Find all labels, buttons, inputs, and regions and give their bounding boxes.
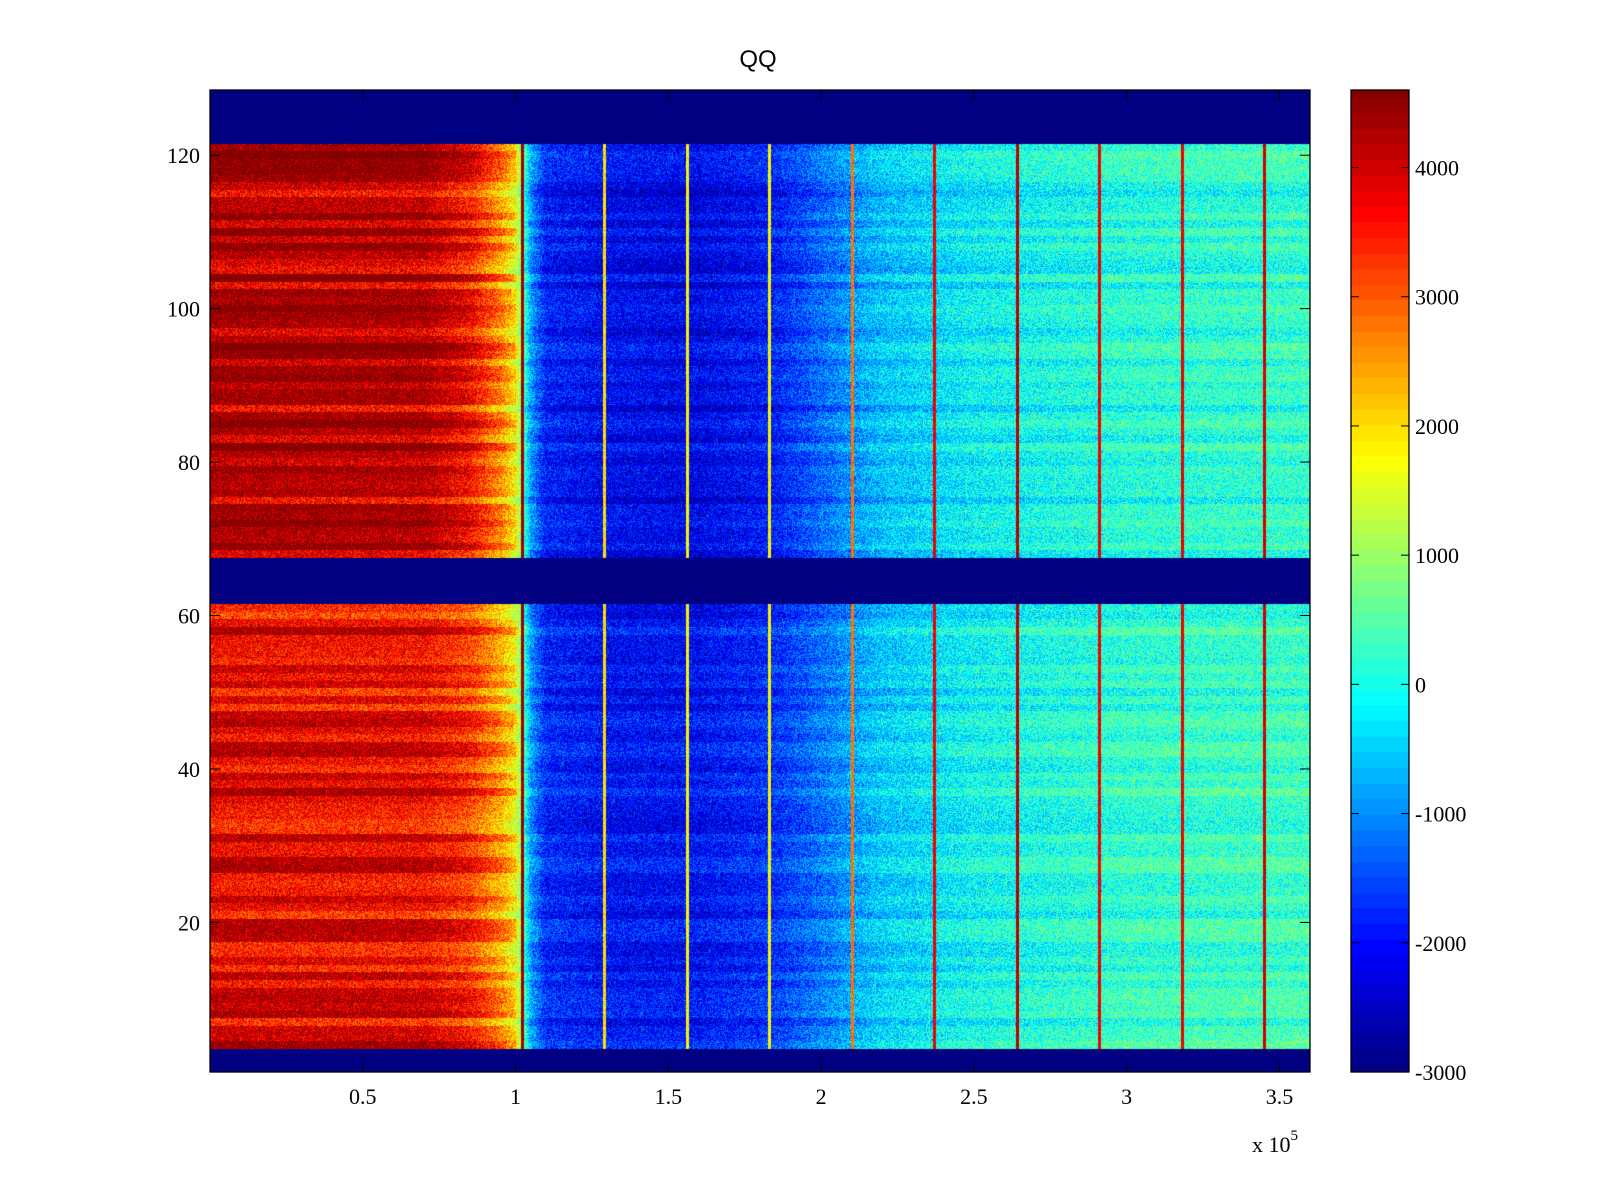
- x-tick-label: 3.5: [1266, 1084, 1294, 1109]
- x-axis: 0.5 1 1.5 2 2.5 3 3.5: [349, 90, 1293, 1109]
- y-tick-label: 60: [178, 604, 200, 629]
- y-tick-label: 100: [167, 297, 200, 322]
- colorbar-tick-label: 3000: [1415, 285, 1459, 310]
- x-tick-label: 1.5: [655, 1084, 683, 1109]
- colorbar-tick-label: 0: [1415, 672, 1426, 697]
- y-tick-label: 40: [178, 757, 200, 782]
- colorbar-tick-label: -2000: [1415, 931, 1466, 956]
- colorbar-tick-label: 4000: [1415, 156, 1459, 181]
- x-axis-multiplier: x 105: [1252, 1128, 1298, 1157]
- x-tick-label: 3: [1121, 1084, 1132, 1109]
- x-axis-multiplier-base: x 10: [1252, 1132, 1291, 1157]
- heatmap-image: [210, 90, 1310, 1072]
- colorbar: -3000 -2000 -1000 0 1000 2000 3000 4000: [1350, 89, 1466, 1085]
- y-axis: 20 40 60 80 100 120: [167, 143, 1310, 935]
- colorbar-frame: [1350, 89, 1410, 1073]
- colorbar-ticks: -3000 -2000 -1000 0 1000 2000 3000 4000: [1351, 156, 1466, 1085]
- x-tick-label: 0.5: [349, 1084, 377, 1109]
- colorbar-tick-label: -3000: [1415, 1060, 1466, 1085]
- x-tick-label: 2.5: [960, 1084, 988, 1109]
- colorbar-tick-label: -1000: [1415, 802, 1466, 827]
- y-tick-label: 80: [178, 450, 200, 475]
- x-tick-label: 2: [816, 1084, 827, 1109]
- y-tick-label: 20: [178, 910, 200, 935]
- y-tick-label: 120: [167, 143, 200, 168]
- chart-title: QQ: [739, 46, 776, 73]
- colorbar-tick-label: 1000: [1415, 543, 1459, 568]
- colorbar-tick-label: 2000: [1415, 414, 1459, 439]
- x-tick-label: 1: [510, 1084, 521, 1109]
- colorbar-gradient: [1351, 90, 1409, 1072]
- plot-frame: [209, 89, 1311, 1073]
- x-axis-multiplier-exponent: 5: [1291, 1128, 1299, 1144]
- plot-area: 0.5 1 1.5 2 2.5 3 3.5 20 40 60 80 100 120 x 105: [167, 89, 1311, 1157]
